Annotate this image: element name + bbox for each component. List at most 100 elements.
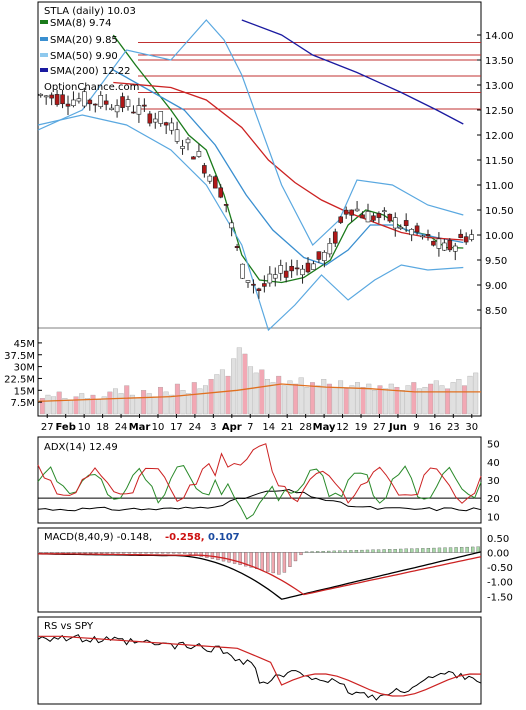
volume-bar xyxy=(281,385,287,415)
macd-histogram-bar xyxy=(160,552,165,554)
candle-body xyxy=(452,245,458,252)
macd-histogram-bar xyxy=(39,552,43,554)
vol-ytick-label: 22.5M xyxy=(4,374,35,385)
candle-body xyxy=(463,236,469,243)
candle-body xyxy=(49,94,54,99)
adx-label: ADX(14) 12.49 xyxy=(44,442,118,453)
watermark: OptionChance.com xyxy=(44,82,139,93)
xtick-label: 18 xyxy=(96,422,109,433)
volume-bar xyxy=(152,396,158,415)
macd-line xyxy=(38,553,482,596)
macd-histogram-bar xyxy=(133,552,137,554)
volume-bar xyxy=(107,391,113,415)
macd-histogram-bar xyxy=(332,550,336,553)
candle-body xyxy=(169,122,174,131)
candle-body xyxy=(289,265,294,272)
candle-body xyxy=(431,240,436,246)
candle-body xyxy=(349,209,354,216)
volume-bar xyxy=(383,388,389,415)
candle-body xyxy=(207,175,213,182)
macd-histogram-bar xyxy=(387,549,392,553)
price-ytick-label: 9.50 xyxy=(485,256,507,267)
candle-body xyxy=(387,213,393,222)
volume-bar xyxy=(467,375,473,415)
rs-panel-frame xyxy=(37,616,482,705)
candle-body xyxy=(65,103,71,107)
candle-body xyxy=(447,240,453,251)
volume-bar xyxy=(293,383,299,415)
candle-body xyxy=(245,280,251,283)
macd-histogram-bar xyxy=(310,551,314,553)
macd-histogram-bar xyxy=(393,549,397,553)
macd-histogram-bar xyxy=(338,550,342,553)
xtick-label: 12 xyxy=(336,422,349,433)
candle-body xyxy=(262,283,267,287)
price-ytick-label: 12.50 xyxy=(485,106,514,117)
candle-body xyxy=(229,222,234,229)
macd-histogram-bar xyxy=(321,551,325,553)
volume-bar xyxy=(248,366,254,415)
adx-ytick-label: 40 xyxy=(487,458,500,469)
volume-bar xyxy=(135,398,141,415)
macd-histogram-bar xyxy=(415,548,419,553)
macd-ytick-label: -0.50 xyxy=(487,563,513,574)
volume-bar xyxy=(208,379,214,415)
candle-body xyxy=(338,216,344,223)
xtick-label: 3 xyxy=(210,422,216,433)
candle-body xyxy=(251,283,256,286)
xtick-label: 27 xyxy=(373,422,386,433)
adx-ytick-label: 10 xyxy=(487,512,500,523)
price-ytick-label: 11.50 xyxy=(485,156,514,167)
volume-bar xyxy=(231,358,237,415)
price-panel-frame xyxy=(37,1,482,417)
legend-swatch-sma200 xyxy=(40,68,48,72)
candle-body xyxy=(278,265,284,274)
macd-histogram-bar xyxy=(448,547,453,553)
macd-histogram-bar xyxy=(426,548,431,553)
candle-body xyxy=(305,262,311,273)
xtick-label: 17 xyxy=(170,422,183,433)
candle-body xyxy=(234,246,240,249)
candle-body xyxy=(152,118,158,123)
volume-bar xyxy=(405,385,411,415)
volume-bar xyxy=(394,386,400,415)
xtick-label: 28 xyxy=(299,422,312,433)
volume-bar xyxy=(113,388,118,415)
candle-body xyxy=(322,252,327,261)
macd-histogram-bar xyxy=(72,552,76,554)
volume-bar xyxy=(45,394,51,415)
volume-bar xyxy=(84,398,90,415)
legend-sma8: SMA(8) 9.74 xyxy=(50,18,111,29)
volume-bar xyxy=(360,386,366,415)
candle-body xyxy=(442,242,447,251)
candle-body xyxy=(103,100,109,105)
candle-body xyxy=(218,187,224,198)
candle-body xyxy=(403,220,409,226)
candle-body xyxy=(360,214,365,219)
rs-label: RS vs SPY xyxy=(44,621,94,632)
macd-histogram-bar xyxy=(77,552,82,554)
candle-body xyxy=(332,231,338,244)
macd-histogram-bar xyxy=(94,552,98,554)
volume-bar xyxy=(400,390,405,415)
macd-histogram-bar xyxy=(404,548,408,553)
candle-body xyxy=(180,145,185,149)
candle-body xyxy=(223,204,229,206)
volume-bar xyxy=(96,399,102,415)
xtick-label: Mar xyxy=(129,422,151,433)
macd-histogram-bar xyxy=(349,550,353,553)
macd-histogram-bar xyxy=(432,547,436,553)
volume-bar xyxy=(118,393,124,415)
candle-body xyxy=(54,94,60,105)
volume-bar xyxy=(163,391,169,415)
xtick-label: 24 xyxy=(189,422,202,433)
volume-bar xyxy=(79,393,85,415)
symbol-label: STLA (daily) 10.03 xyxy=(44,6,136,17)
macd-histogram-bar xyxy=(66,552,71,554)
volume-bar xyxy=(433,380,439,415)
candle-body xyxy=(60,94,65,105)
xtick-label: Feb xyxy=(56,422,76,433)
volume-bar xyxy=(343,388,349,415)
volume-bar xyxy=(51,396,57,415)
macd-histogram-bar xyxy=(188,552,192,555)
